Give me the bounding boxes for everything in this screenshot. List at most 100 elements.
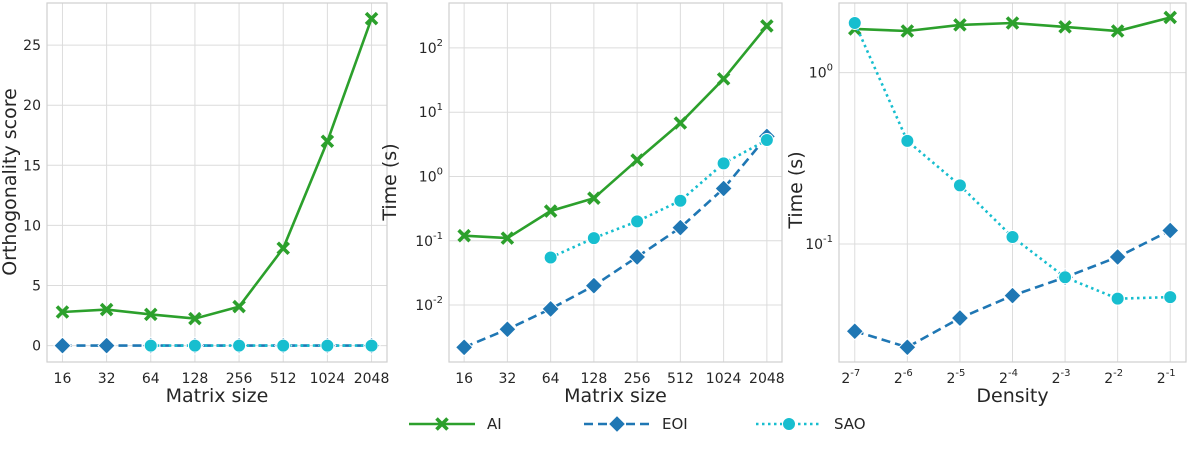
data-point-eoi [1108, 247, 1127, 267]
y-tick-base: 10 [419, 105, 437, 121]
data-point-sao [1110, 291, 1125, 306]
x-tick-exponent: -1 [1166, 368, 1176, 379]
legend-label: EOI [662, 415, 688, 433]
data-point-sao [847, 15, 862, 30]
y-tick-label: 20 [23, 98, 41, 114]
data-point-ai [1163, 10, 1178, 25]
x-tick-label: 128 [581, 371, 608, 387]
data-point-ai [188, 311, 202, 326]
y-tick-label: 100 [809, 63, 833, 82]
data-point-sao [952, 178, 967, 193]
x-tick-label: 2-4 [999, 368, 1018, 387]
plot-frame [838, 2, 1187, 363]
y-tick-base: 10 [809, 66, 827, 82]
panel-1: 0 5 10 15 20 25 16 32 64 128 256 512 1024 2048 Matrix … [0, 2, 390, 407]
x-tick-base: 2 [894, 371, 903, 387]
x-tick-label: 512 [667, 371, 694, 387]
y-tick-label: 10-1 [805, 234, 833, 253]
y-tick-exponent: 0 [827, 63, 833, 74]
legend-item-sao: SAO [756, 415, 866, 433]
y-tick-label: 25 [23, 38, 41, 54]
series-line-ai [62, 18, 373, 320]
x-tick-label: 2048 [749, 371, 785, 387]
data-point-ai [364, 11, 379, 26]
x-axis-label: Matrix size [564, 385, 667, 407]
y-tick-exponent: 1 [437, 102, 443, 113]
data-point-eoi [714, 179, 733, 198]
y-tick-base: 10 [419, 169, 437, 185]
data-point-ai [760, 19, 774, 33]
y-axis-label: Time (s) [379, 143, 401, 221]
data-point-eoi [97, 336, 116, 355]
data-point-ai [99, 302, 114, 317]
data-point-sao [276, 338, 291, 353]
y-tick-label: 10-1 [415, 231, 443, 250]
data-point-ai [1005, 16, 1020, 30]
x-tick-label: 2-2 [1104, 368, 1123, 387]
data-point-ai [543, 204, 558, 218]
series-line-sao [550, 138, 768, 259]
data-point-sao [364, 338, 379, 353]
data-point-sao [900, 133, 915, 148]
legend-marker [607, 414, 627, 434]
data-point-ai [457, 228, 471, 243]
data-point-ai [232, 299, 246, 314]
data-point-sao [143, 338, 158, 353]
x-tick-label: 512 [270, 371, 297, 387]
data-point-eoi [1161, 221, 1180, 240]
data-point-sao [630, 214, 645, 229]
data-point-eoi [845, 322, 864, 341]
data-point-ai [276, 241, 291, 256]
x-tick-label: 16 [455, 371, 473, 387]
x-tick-label: 2-6 [894, 368, 913, 387]
data-point-sao [586, 231, 601, 246]
data-point-sao [1058, 270, 1073, 285]
data-point-sao [187, 338, 202, 353]
y-tick-label: 102 [419, 38, 443, 57]
y-tick-label: 101 [419, 102, 443, 121]
x-tick-exponent: -5 [955, 368, 965, 379]
x-axis-label: Matrix size [166, 385, 269, 407]
x-tick-label: 32 [498, 371, 516, 387]
data-point-ai [716, 72, 731, 86]
x-tick-label: 128 [182, 371, 209, 387]
y-tick-label: 0 [32, 339, 41, 355]
x-tick-base: 2 [1104, 371, 1113, 387]
y-axis-label: Time (s) [785, 151, 807, 229]
legend-item-eoi: EOI [584, 414, 688, 434]
x-tick-label: 32 [98, 371, 116, 387]
y-tick-exponent: -1 [823, 234, 833, 245]
y-tick-exponent: 0 [437, 166, 443, 177]
legend-marker [435, 417, 449, 431]
data-point-ai [900, 24, 915, 38]
x-tick-exponent: -2 [1113, 368, 1123, 379]
x-tick-base: 2 [999, 371, 1008, 387]
x-tick-label: 64 [542, 371, 560, 387]
y-tick-exponent: -1 [433, 231, 443, 242]
data-point-ai [500, 231, 515, 245]
data-point-eoi [950, 308, 970, 328]
data-point-eoi [53, 336, 72, 355]
legend-label: AI [487, 415, 502, 433]
x-tick-label: 256 [624, 371, 651, 387]
data-point-eoi [454, 338, 474, 357]
legend-item-ai: AI [409, 415, 502, 433]
plot-frame [46, 2, 388, 363]
data-point-sao [543, 250, 558, 265]
x-tick-base: 2 [946, 371, 955, 387]
y-tick-base: 10 [415, 234, 433, 250]
x-tick-label: 256 [226, 371, 253, 387]
data-point-sao [759, 132, 774, 147]
y-tick-base: 10 [805, 237, 823, 253]
x-tick-label: 2-1 [1157, 368, 1176, 387]
legend: AI EOI SAO [409, 414, 866, 434]
series-line-ai [464, 25, 768, 240]
x-tick-label: 2048 [354, 371, 390, 387]
x-tick-exponent: -4 [1008, 368, 1018, 379]
y-tick-exponent: -2 [433, 295, 443, 306]
x-tick-exponent: -3 [1061, 368, 1071, 379]
data-point-ai [143, 307, 158, 322]
